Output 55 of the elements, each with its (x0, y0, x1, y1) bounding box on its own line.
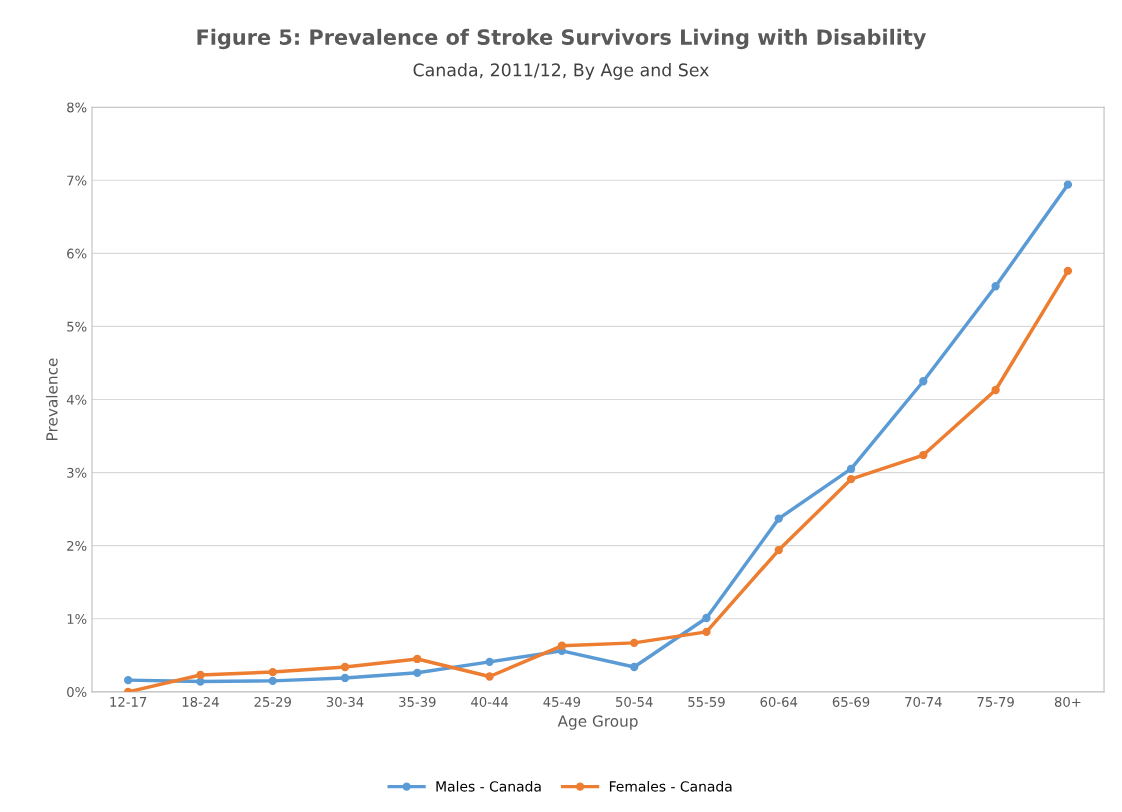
point (485, 657, 494, 667)
chart-subtitle: Canada, 2011/12, By Age and Sex (413, 63, 709, 80)
y-tick-label: 5% (67, 321, 87, 332)
point (1063, 180, 1073, 189)
x-tick-label: 30-34 (326, 696, 364, 707)
point (991, 385, 1000, 395)
y-tick-label: 6% (67, 248, 87, 259)
chart-title: Figure 5: Prevalence of Stroke Survivors Living with Disability (197, 28, 927, 50)
point (123, 675, 133, 685)
y-tick-label: 1% (67, 613, 87, 624)
point (340, 673, 350, 683)
point (268, 667, 277, 677)
x-tick-label: 25-29 (254, 696, 291, 707)
x-tick-label: 45-49 (543, 696, 581, 707)
point (413, 654, 422, 664)
point (485, 672, 494, 681)
point (196, 677, 205, 686)
point (1063, 266, 1073, 276)
y-tick-label: 2% (67, 540, 87, 551)
y-tick-label: 0% (67, 687, 87, 698)
x-tick-label: 35-39 (399, 696, 436, 707)
x-tick-label: 65-69 (832, 696, 870, 707)
point (991, 282, 1000, 291)
point (340, 662, 350, 672)
x-tick-label: 75-79 (977, 696, 1014, 707)
point (268, 676, 277, 686)
x-tick-label: 55-59 (688, 696, 725, 707)
point (846, 464, 856, 474)
point (630, 662, 639, 672)
point (774, 514, 783, 523)
y-tick-label: 4% (66, 394, 87, 405)
point (196, 670, 205, 680)
point (413, 668, 422, 677)
x-tick-label: 80+ (1054, 696, 1081, 707)
x-tick-label: 18-24 (182, 696, 219, 707)
point (557, 641, 567, 650)
point (630, 638, 639, 648)
y-axis-title: Prevalence (45, 358, 58, 440)
x-tick-label: 60-64 (760, 696, 798, 707)
y-tick-label: 8% (67, 102, 87, 113)
x-tick-label: 50-54 (616, 696, 653, 707)
y-tick-label: 7% (67, 175, 87, 186)
point (919, 450, 928, 460)
point (846, 474, 856, 484)
legend-label: Females - Canada (609, 780, 732, 792)
x-tick-label: 12-17 (110, 696, 147, 707)
x-tick-label: 70-74 (905, 696, 942, 707)
point (919, 377, 928, 386)
point (702, 613, 711, 623)
legend-label: Males - Canada (436, 780, 541, 792)
x-tick-label: 40-44 (471, 696, 509, 707)
y-tick-label: 3% (67, 467, 87, 478)
point (702, 627, 711, 637)
x-axis-title: Age Group (557, 715, 638, 730)
point (774, 545, 783, 555)
